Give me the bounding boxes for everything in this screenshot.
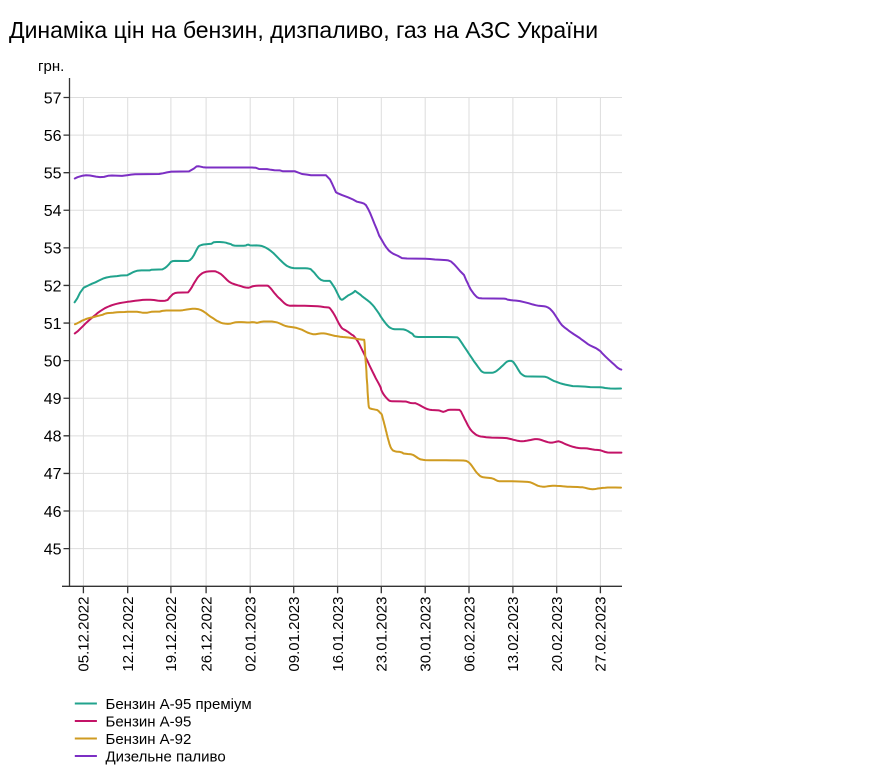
svg-text:06.02.2023: 06.02.2023 bbox=[461, 597, 478, 672]
svg-text:13.02.2023: 13.02.2023 bbox=[505, 597, 522, 672]
svg-text:27.02.2023: 27.02.2023 bbox=[593, 597, 610, 672]
svg-text:50: 50 bbox=[44, 353, 62, 370]
svg-text:02.01.2023: 02.01.2023 bbox=[243, 597, 260, 672]
svg-text:Динаміка цін на бензин, дизпал: Динаміка цін на бензин, дизпаливо, газ н… bbox=[9, 17, 598, 43]
svg-text:26.12.2022: 26.12.2022 bbox=[198, 597, 215, 672]
svg-text:52: 52 bbox=[44, 278, 62, 295]
svg-text:16.01.2023: 16.01.2023 bbox=[330, 597, 347, 672]
svg-text:20.02.2023: 20.02.2023 bbox=[549, 597, 566, 672]
svg-text:49: 49 bbox=[44, 391, 62, 408]
svg-text:57: 57 bbox=[44, 90, 62, 107]
svg-text:30.01.2023: 30.01.2023 bbox=[418, 597, 435, 672]
svg-text:23.01.2023: 23.01.2023 bbox=[374, 597, 391, 672]
svg-text:Бензин А-92: Бензин А-92 bbox=[106, 731, 192, 748]
svg-text:05.12.2022: 05.12.2022 bbox=[76, 597, 93, 672]
svg-text:19.12.2022: 19.12.2022 bbox=[163, 597, 180, 672]
svg-text:12.12.2022: 12.12.2022 bbox=[120, 597, 137, 672]
svg-text:45: 45 bbox=[44, 541, 62, 558]
svg-text:51: 51 bbox=[44, 316, 62, 333]
svg-text:56: 56 bbox=[44, 128, 62, 145]
svg-text:53: 53 bbox=[44, 241, 62, 258]
svg-text:Бензин А-95 преміум: Бензин А-95 преміум bbox=[106, 696, 252, 713]
svg-text:Бензин А-95: Бензин А-95 bbox=[106, 713, 192, 730]
svg-text:48: 48 bbox=[44, 429, 62, 446]
svg-text:54: 54 bbox=[44, 203, 62, 220]
svg-text:47: 47 bbox=[44, 466, 62, 483]
svg-text:09.01.2023: 09.01.2023 bbox=[286, 597, 303, 672]
svg-text:46: 46 bbox=[44, 504, 62, 521]
svg-text:грн.: грн. bbox=[38, 58, 64, 75]
svg-text:55: 55 bbox=[44, 166, 62, 183]
svg-text:Дизельне паливо: Дизельне паливо bbox=[106, 748, 226, 765]
